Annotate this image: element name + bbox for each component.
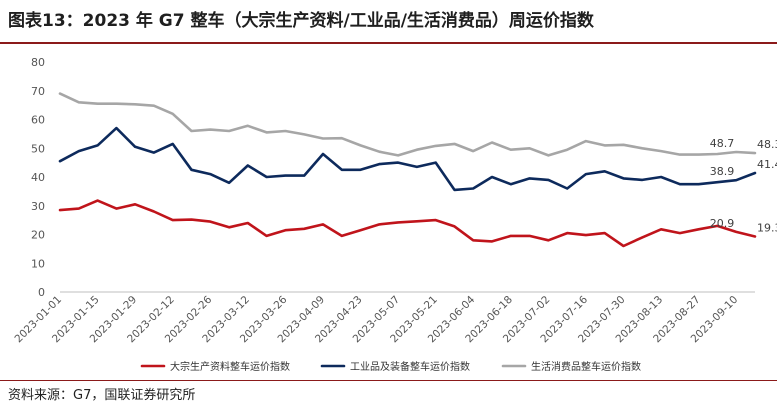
series-line-1: [58, 126, 757, 192]
y-tick-label: 20: [31, 229, 45, 242]
series-line-2: [58, 92, 757, 157]
y-tick-label: 80: [31, 56, 45, 69]
data-label: 48.3: [757, 138, 777, 151]
y-tick-label: 40: [31, 171, 45, 184]
y-tick-label: 60: [31, 114, 45, 127]
title-divider: [0, 42, 777, 44]
data-label: 48.7: [710, 137, 735, 150]
y-tick-label: 10: [31, 257, 45, 270]
y-tick-label: 0: [38, 286, 45, 299]
data-label: 19.3: [757, 222, 777, 235]
y-tick-label: 50: [31, 142, 45, 155]
data-label: 38.9: [710, 165, 735, 178]
chart-title: 图表13：2023 年 G7 整车（大宗生产资料/工业品/生活消费品）周运价指数: [8, 11, 594, 31]
legend-label: 工业品及装备整车运价指数: [350, 360, 470, 373]
y-tick-label: 70: [31, 85, 45, 98]
series-line-0: [58, 199, 757, 248]
data-label: 41.4: [757, 158, 777, 171]
data-label: 20.9: [710, 217, 735, 230]
legend-label: 生活消费品整车运价指数: [531, 360, 641, 373]
legend-label: 大宗生产资料整车运价指数: [170, 360, 290, 373]
y-tick-label: 30: [31, 200, 45, 213]
source-note: 资料来源：G7，国联证券研究所: [8, 388, 196, 403]
footer-divider: [0, 380, 777, 381]
